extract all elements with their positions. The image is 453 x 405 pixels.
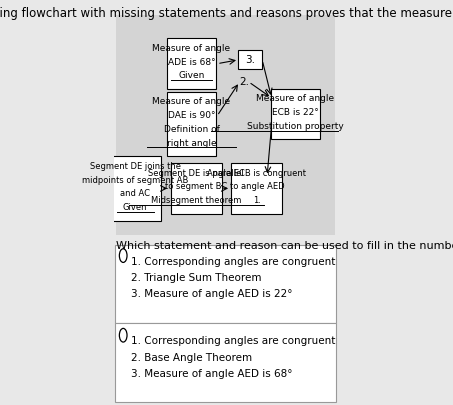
Text: to segment BC: to segment BC [165,182,227,191]
Text: right angle: right angle [167,139,217,147]
Text: Measure of angle: Measure of angle [153,98,231,107]
Text: ADE is 68°: ADE is 68° [168,58,215,67]
Text: to angle AED: to angle AED [230,182,284,191]
Text: 3.: 3. [245,55,255,65]
FancyBboxPatch shape [115,323,336,402]
FancyBboxPatch shape [171,163,222,214]
Text: Angle ECB is congruent: Angle ECB is congruent [207,168,306,178]
Text: Given: Given [178,71,205,80]
Text: 3. Measure of angle AED is 22°: 3. Measure of angle AED is 22° [130,289,292,299]
Text: midpoints of segment AB: midpoints of segment AB [82,175,188,185]
Text: 1. Corresponding angles are congruent: 1. Corresponding angles are congruent [130,337,335,346]
Text: Given: Given [123,203,147,212]
FancyBboxPatch shape [271,89,320,139]
FancyBboxPatch shape [167,38,216,89]
FancyBboxPatch shape [167,92,216,156]
FancyBboxPatch shape [110,156,161,221]
FancyBboxPatch shape [116,15,335,234]
Text: The following flowchart with missing statements and reasons proves that the meas: The following flowchart with missing sta… [0,7,453,20]
Text: Measure of angle: Measure of angle [153,44,231,53]
Text: 2. Base Angle Theorem: 2. Base Angle Theorem [130,352,252,362]
Text: ECB is 22°: ECB is 22° [272,108,318,117]
Text: 3. Measure of angle AED is 68°: 3. Measure of angle AED is 68° [130,369,292,379]
Text: Substitution property: Substitution property [247,122,344,131]
FancyBboxPatch shape [231,163,282,214]
FancyBboxPatch shape [238,50,262,69]
Text: Segment DE joins the: Segment DE joins the [90,162,181,171]
Text: Segment DE is parallel: Segment DE is parallel [148,168,244,178]
Text: 2.: 2. [239,77,249,87]
Text: Measure of angle: Measure of angle [256,94,334,103]
Text: Which statement and reason can be used to fill in the numbered blank spaces?: Which statement and reason can be used t… [116,241,453,251]
FancyBboxPatch shape [115,245,336,323]
Text: DAE is 90°: DAE is 90° [168,111,215,120]
Text: 2. Triangle Sum Theorem: 2. Triangle Sum Theorem [130,273,261,283]
Text: Midsegment theorem: Midsegment theorem [151,196,241,205]
Text: 1. Corresponding angles are congruent: 1. Corresponding angles are congruent [130,257,335,267]
Text: 1.: 1. [253,196,261,205]
Text: Definition of: Definition of [164,125,219,134]
Text: and AC: and AC [120,189,150,198]
